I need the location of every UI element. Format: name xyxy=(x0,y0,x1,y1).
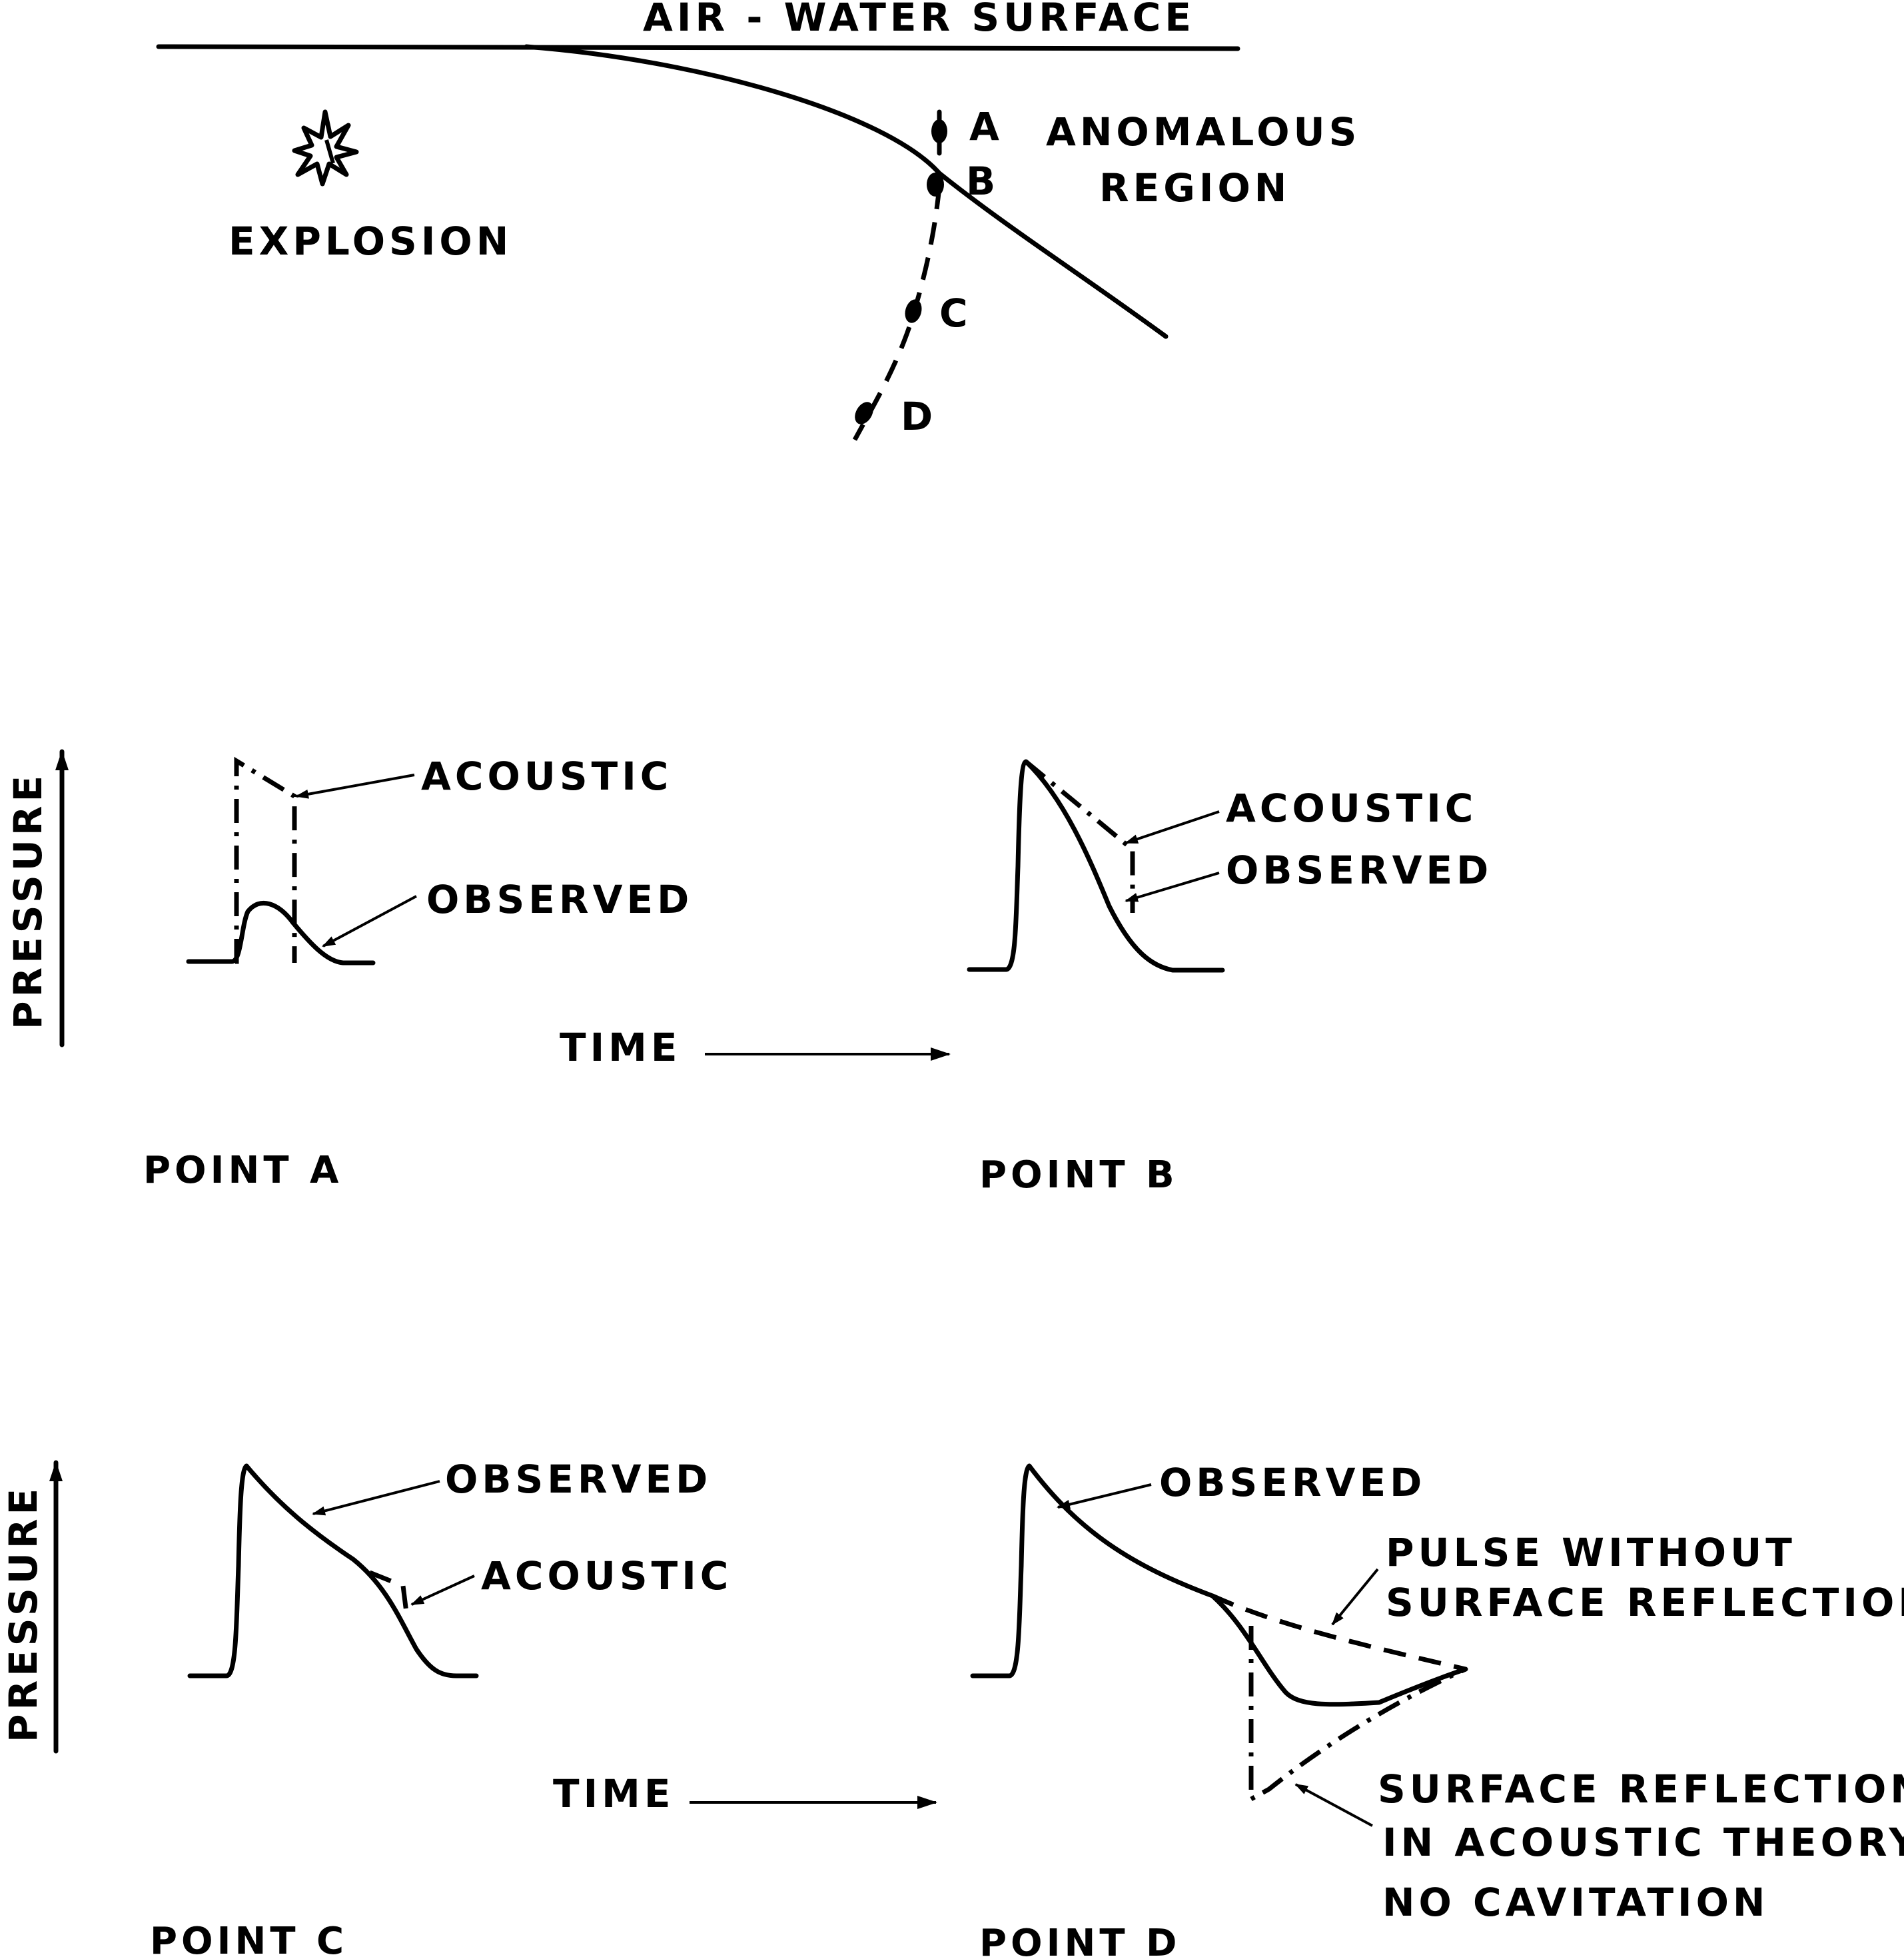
acoustic-leader xyxy=(1125,810,1220,844)
acoustic-curve xyxy=(368,1570,409,1613)
pressure-axis-label: PRESSURE xyxy=(5,772,51,1029)
surface-reflection-curve xyxy=(1248,1626,1467,1803)
pulse-label-line2: SURFACE REFLECTION xyxy=(1386,1580,1904,1625)
gauge-point-b: B xyxy=(927,159,999,204)
svg-text:C: C xyxy=(939,291,972,336)
reflection-label-line1: SURFACE REFLECTION xyxy=(1378,1766,1904,1812)
gauge-point-c: C xyxy=(905,291,972,336)
observed-leader xyxy=(312,1480,440,1516)
axes-row-1: PRESSURE TIME xyxy=(5,749,951,1070)
panel-point-a: ACOUSTIC OBSERVED POINT A xyxy=(143,754,693,1192)
anomalous-region-label-2: REGION xyxy=(1099,165,1290,211)
observed-label: OBSERVED xyxy=(445,1457,712,1502)
reflection-label-line2: IN ACOUSTIC THEORY, xyxy=(1382,1820,1904,1865)
observed-leader xyxy=(1057,1483,1152,1509)
schematic: AIR - WATER SURFACE EXPLOSION A B C D AN… xyxy=(156,0,1360,441)
svg-text:D: D xyxy=(901,394,937,439)
acoustic-label: ACOUSTIC xyxy=(1226,786,1477,831)
observed-curve xyxy=(186,900,376,966)
observed-leader xyxy=(1125,872,1220,902)
point-b-title: POINT B xyxy=(979,1153,1179,1197)
observed-label: OBSERVED xyxy=(426,877,693,922)
acoustic-leader xyxy=(410,1575,475,1606)
surface-label: AIR - WATER SURFACE xyxy=(643,0,1195,40)
pulse-leader xyxy=(1331,1568,1379,1626)
pulse-label-line1: PULSE WITHOUT xyxy=(1386,1530,1796,1575)
observed-label: OBSERVED xyxy=(1159,1460,1426,1505)
time-axis-label: TIME xyxy=(553,1771,674,1816)
air-water-surface-line xyxy=(156,44,1240,51)
explosion-icon xyxy=(292,109,359,187)
anomalous-region-boundary xyxy=(524,44,1169,339)
panel-point-c: OBSERVED ACOUSTIC POINT C xyxy=(150,1457,732,1957)
reflection-label-line3: NO CAVITATION xyxy=(1382,1880,1769,1925)
explosion-label: EXPLOSION xyxy=(229,219,512,264)
panel-point-b: ACOUSTIC OBSERVED POINT B xyxy=(967,759,1492,1197)
point-c-title: POINT C xyxy=(150,1920,348,1957)
pressure-axis-label: PRESSURE xyxy=(1,1485,46,1742)
panel-point-d: OBSERVED PULSE WITHOUT SURFACE REFLECTIO… xyxy=(970,1460,1904,1957)
axes-row-2: PRESSURE TIME xyxy=(1,1460,937,1816)
observed-label: OBSERVED xyxy=(1226,848,1492,893)
observed-leader xyxy=(322,895,417,948)
point-a-title: POINT A xyxy=(143,1149,342,1192)
gauge-point-d: D xyxy=(855,394,937,439)
time-axis-label: TIME xyxy=(560,1025,681,1070)
observed-curve xyxy=(970,1463,1468,1707)
acoustic-label: ACOUSTIC xyxy=(481,1553,732,1599)
acoustic-curve xyxy=(189,756,297,964)
svg-text:A: A xyxy=(969,104,1003,149)
anomalous-region-label: ANOMALOUS xyxy=(1046,109,1360,155)
pulse-without-reflection-curve xyxy=(1211,1593,1466,1672)
observed-curve xyxy=(967,759,1225,973)
reflection-leader xyxy=(1294,1783,1373,1827)
point-d-title: POINT D xyxy=(979,1922,1181,1957)
acoustic-label: ACOUSTIC xyxy=(421,754,672,799)
svg-text:B: B xyxy=(966,159,999,204)
observed-curve xyxy=(187,1463,479,1678)
gauge-point-a: A xyxy=(931,104,1003,149)
acoustic-leader xyxy=(295,774,415,799)
